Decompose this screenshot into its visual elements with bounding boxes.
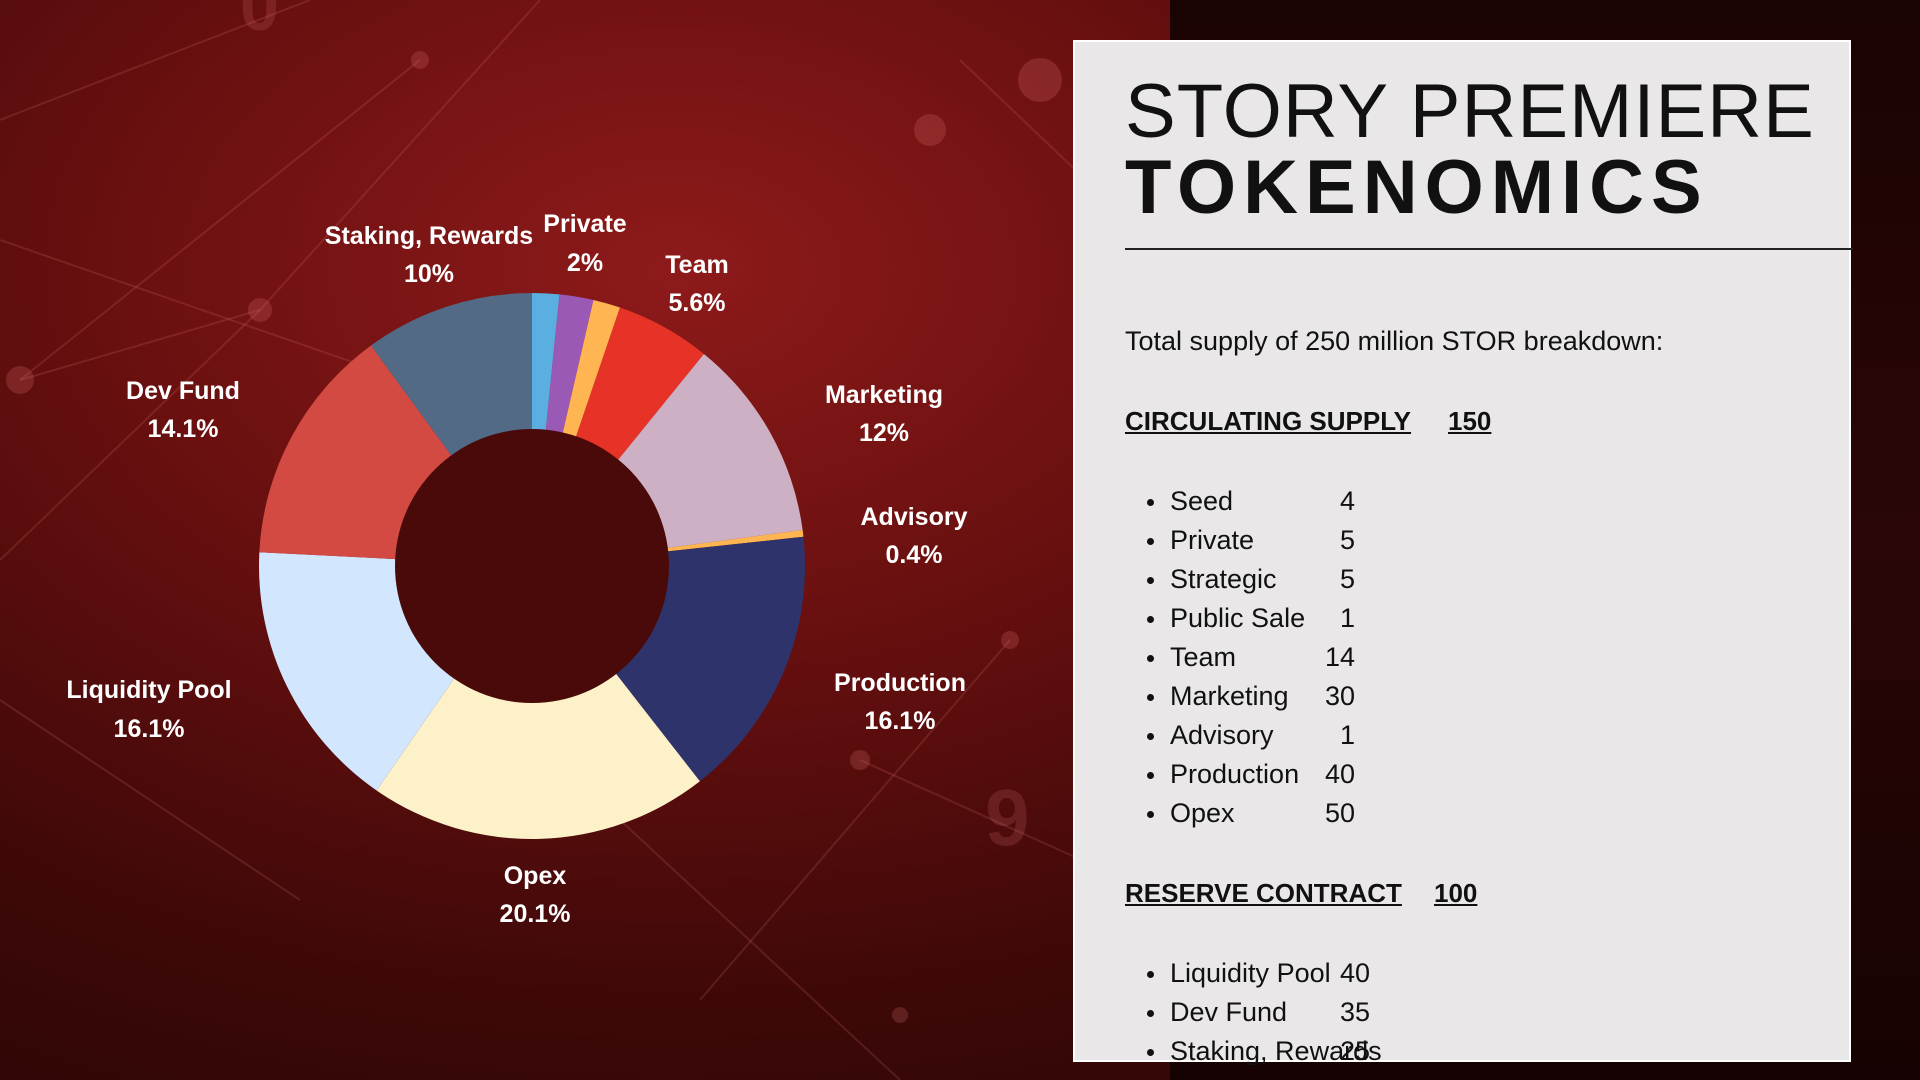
list-item: Liquidity Pool 40 bbox=[1125, 954, 1382, 993]
item-name: Opex bbox=[1170, 798, 1235, 828]
supply-subtitle: Total supply of 250 million STOR breakdo… bbox=[1125, 326, 1664, 356]
item-value: 35 bbox=[1339, 997, 1370, 1027]
svg-text:9: 9 bbox=[985, 773, 1030, 862]
item-value: 50 bbox=[1324, 798, 1355, 828]
item-name: Dev Fund bbox=[1170, 997, 1288, 1027]
reserve-contract-label: RESERVE CONTRACT bbox=[1125, 878, 1402, 908]
item-value: 25 bbox=[1339, 1036, 1370, 1066]
label-staking-name: Staking, Rewards bbox=[325, 222, 533, 250]
label-marketing-value: 12% bbox=[859, 419, 909, 447]
item-name: Team bbox=[1170, 642, 1237, 672]
label-staking-value: 10% bbox=[404, 260, 454, 288]
title-line-1: STORY PREMIERE bbox=[1125, 69, 1815, 154]
title-divider bbox=[1125, 248, 1853, 250]
item-name: Marketing bbox=[1170, 681, 1289, 711]
label-marketing-name: Marketing bbox=[825, 381, 943, 409]
item-name: Seed bbox=[1170, 486, 1234, 516]
list-item: Team 14 bbox=[1125, 638, 1355, 677]
item-value: 5 bbox=[1339, 525, 1355, 555]
list-item: Strategic 5 bbox=[1125, 560, 1355, 599]
circulating-supply-heading: CIRCULATING SUPPLY 150 bbox=[1125, 406, 1491, 437]
item-value: 1 bbox=[1339, 603, 1355, 633]
item-name: Private bbox=[1170, 525, 1255, 555]
label-production-name: Production bbox=[834, 669, 966, 697]
label-private-name: Private bbox=[543, 210, 626, 238]
item-name: Advisory bbox=[1170, 720, 1274, 750]
label-advisory-value: 0.4% bbox=[886, 541, 943, 569]
reserve-contract-heading: RESERVE CONTRACT 100 bbox=[1125, 878, 1477, 909]
title-line-2: TOKENOMICS bbox=[1125, 145, 1709, 230]
reserve-contract-list: Liquidity Pool 40 Dev Fund 35 Staking, Rewar… bbox=[1125, 954, 1382, 1071]
item-name: Public Sale bbox=[1170, 603, 1306, 633]
label-private-value: 2% bbox=[567, 249, 603, 277]
label-liquidity-name: Liquidity Pool bbox=[66, 676, 231, 704]
list-item: Dev Fund 35 bbox=[1125, 993, 1382, 1032]
label-advisory-name: Advisory bbox=[861, 503, 968, 531]
label-opex-name: Opex bbox=[504, 862, 567, 890]
label-team-value: 5.6% bbox=[669, 289, 726, 317]
list-item: Marketing 30 bbox=[1125, 677, 1355, 716]
circulating-supply-value: 150 bbox=[1448, 406, 1492, 436]
list-item: Production 40 bbox=[1125, 755, 1355, 794]
circulating-supply-label: CIRCULATING SUPPLY bbox=[1125, 406, 1412, 436]
item-name: Production bbox=[1170, 759, 1300, 789]
label-opex-value: 20.1% bbox=[500, 900, 571, 928]
donut-slices bbox=[259, 293, 805, 840]
label-production-value: 16.1% bbox=[865, 707, 936, 735]
network-decoration: 0 9 bbox=[0, 0, 1170, 1080]
donut-chart: Staking, Rewards 10% Private 2% Team 5.6… bbox=[66, 210, 967, 928]
svg-text:0: 0 bbox=[240, 0, 279, 45]
label-devfund-value: 14.1% bbox=[148, 415, 219, 443]
item-value: 5 bbox=[1339, 564, 1355, 594]
item-value: 14 bbox=[1324, 642, 1355, 672]
label-devfund-name: Dev Fund bbox=[126, 377, 240, 405]
item-value: 30 bbox=[1324, 681, 1355, 711]
item-value: 1 bbox=[1339, 720, 1355, 750]
item-value: 4 bbox=[1339, 486, 1355, 516]
list-item: Seed 4 bbox=[1125, 482, 1355, 521]
label-liquidity-value: 16.1% bbox=[114, 715, 185, 743]
item-value: 40 bbox=[1324, 759, 1355, 789]
reserve-contract-value: 100 bbox=[1434, 878, 1478, 908]
donut-hole bbox=[395, 429, 669, 703]
list-item: Private 5 bbox=[1125, 521, 1355, 560]
item-name: Staking, Rewards bbox=[1170, 1036, 1382, 1066]
circulating-supply-list: Seed 4 Private 5 Strategic 5 Public Sale 1 Team 1… bbox=[1125, 482, 1355, 833]
list-item: Advisory 1 bbox=[1125, 716, 1355, 755]
item-name: Strategic bbox=[1170, 564, 1277, 594]
item-name: Liquidity Pool bbox=[1170, 958, 1331, 988]
list-item: Opex 50 bbox=[1125, 794, 1355, 833]
list-item: Staking, Rewards 25 bbox=[1125, 1032, 1382, 1071]
slice-labels: Staking, Rewards 10% Private 2% Team 5.6… bbox=[66, 210, 967, 928]
list-item: Public Sale 1 bbox=[1125, 599, 1355, 638]
item-value: 40 bbox=[1339, 958, 1370, 988]
tokenomics-panel: STORY PREMIERE TOKENOMICS Total supply o… bbox=[1073, 40, 1853, 1066]
label-team-name: Team bbox=[665, 251, 728, 279]
